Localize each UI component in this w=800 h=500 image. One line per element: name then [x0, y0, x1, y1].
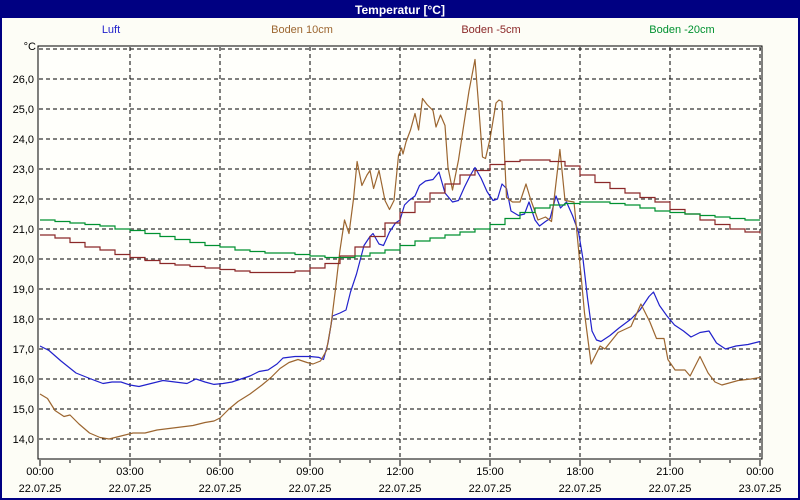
series-boden-10cm [39, 58, 761, 440]
x-tick-labels: 00:00 22.07.25 03:00 22.07.25 06:00 22.07.25 0… [19, 466, 782, 495]
y-tick-label: 21,0 [13, 224, 34, 236]
x-date-label: 23.07.25 [739, 483, 782, 495]
y-tick-label: 24,0 [13, 134, 34, 146]
y-tick-label: 22,0 [13, 194, 34, 206]
series-luft [39, 166, 761, 388]
legend-item-luft: Luft [101, 24, 121, 36]
y-tick-label: 14,0 [13, 434, 34, 446]
x-date-label: 22.07.25 [469, 483, 512, 495]
x-time-label: 03:00 [116, 466, 144, 478]
legend-item-boden-minus5cm: Boden -5cm [461, 24, 521, 36]
x-time-label: 15:00 [476, 466, 504, 478]
x-date-label: 22.07.25 [649, 483, 692, 495]
legend-item-boden-10cm: Boden 10cm [271, 24, 333, 36]
y-tick-label: 18,0 [13, 314, 34, 326]
y-tick-label: 16,0 [13, 374, 34, 386]
series-boden-5cm [40, 159, 761, 274]
x-date-label: 22.07.25 [109, 483, 152, 495]
y-tick-label: 23,0 [13, 164, 34, 176]
x-ticks [39, 460, 761, 466]
x-time-label: 06:00 [206, 466, 234, 478]
y-axis-unit: °C [23, 41, 36, 53]
legend-item-boden-minus20cm: Boden -20cm [649, 24, 715, 36]
x-time-label: 18:00 [566, 466, 594, 478]
x-date-label: 22.07.25 [199, 483, 242, 495]
x-date-label: 22.07.25 [379, 483, 422, 495]
x-gridlines [129, 47, 761, 458]
x-time-label: 21:00 [656, 466, 684, 478]
window-title: Temperatur [°C] [355, 3, 445, 17]
x-time-label: 00:00 [746, 466, 774, 478]
y-tick-label: 17,0 [13, 344, 34, 356]
x-time-label: 00:00 [26, 466, 54, 478]
y-tick-label: 19,0 [13, 284, 34, 296]
x-time-label: 09:00 [296, 466, 324, 478]
y-tick-label: 25,0 [13, 104, 34, 116]
series-boden-20cm [40, 201, 760, 259]
y-tick-label: 26,0 [13, 74, 34, 86]
x-time-label: 12:00 [386, 466, 414, 478]
title-bar: Temperatur [°C] [2, 2, 798, 18]
x-date-label: 22.07.25 [19, 483, 62, 495]
x-date-label: 22.07.25 [559, 483, 602, 495]
y-tick-label: 20,0 [13, 254, 34, 266]
x-date-label: 22.07.25 [289, 483, 332, 495]
y-tick-label: 15,0 [13, 404, 34, 416]
